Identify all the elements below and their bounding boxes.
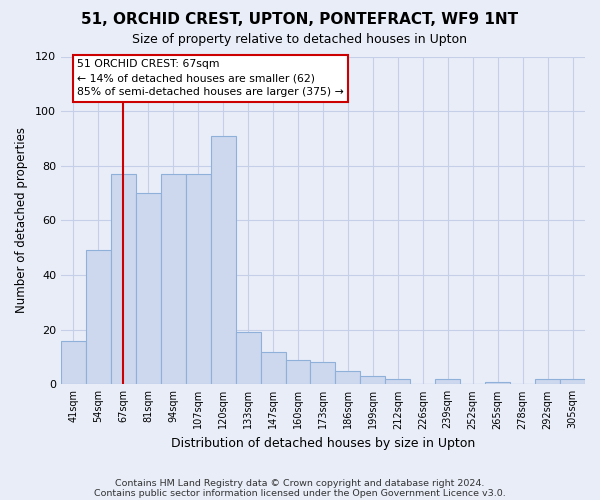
Bar [435,379,460,384]
Bar [310,362,335,384]
Text: Contains HM Land Registry data © Crown copyright and database right 2024.: Contains HM Land Registry data © Crown c… [115,478,485,488]
Bar [485,382,510,384]
Bar [136,193,161,384]
Bar [385,379,410,384]
Bar [111,174,136,384]
Bar [236,332,260,384]
Bar [286,360,310,384]
Text: Contains public sector information licensed under the Open Government Licence v3: Contains public sector information licen… [94,488,506,498]
Bar [361,376,385,384]
X-axis label: Distribution of detached houses by size in Upton: Distribution of detached houses by size … [171,437,475,450]
Bar [61,340,86,384]
Bar [161,174,186,384]
Bar [260,352,286,384]
Text: 51 ORCHID CREST: 67sqm
← 14% of detached houses are smaller (62)
85% of semi-det: 51 ORCHID CREST: 67sqm ← 14% of detached… [77,59,344,97]
Bar [211,136,236,384]
Bar [535,379,560,384]
Text: Size of property relative to detached houses in Upton: Size of property relative to detached ho… [133,32,467,46]
Bar [86,250,111,384]
Text: 51, ORCHID CREST, UPTON, PONTEFRACT, WF9 1NT: 51, ORCHID CREST, UPTON, PONTEFRACT, WF9… [82,12,518,28]
Y-axis label: Number of detached properties: Number of detached properties [15,128,28,314]
Bar [560,379,585,384]
Bar [335,370,361,384]
Bar [186,174,211,384]
